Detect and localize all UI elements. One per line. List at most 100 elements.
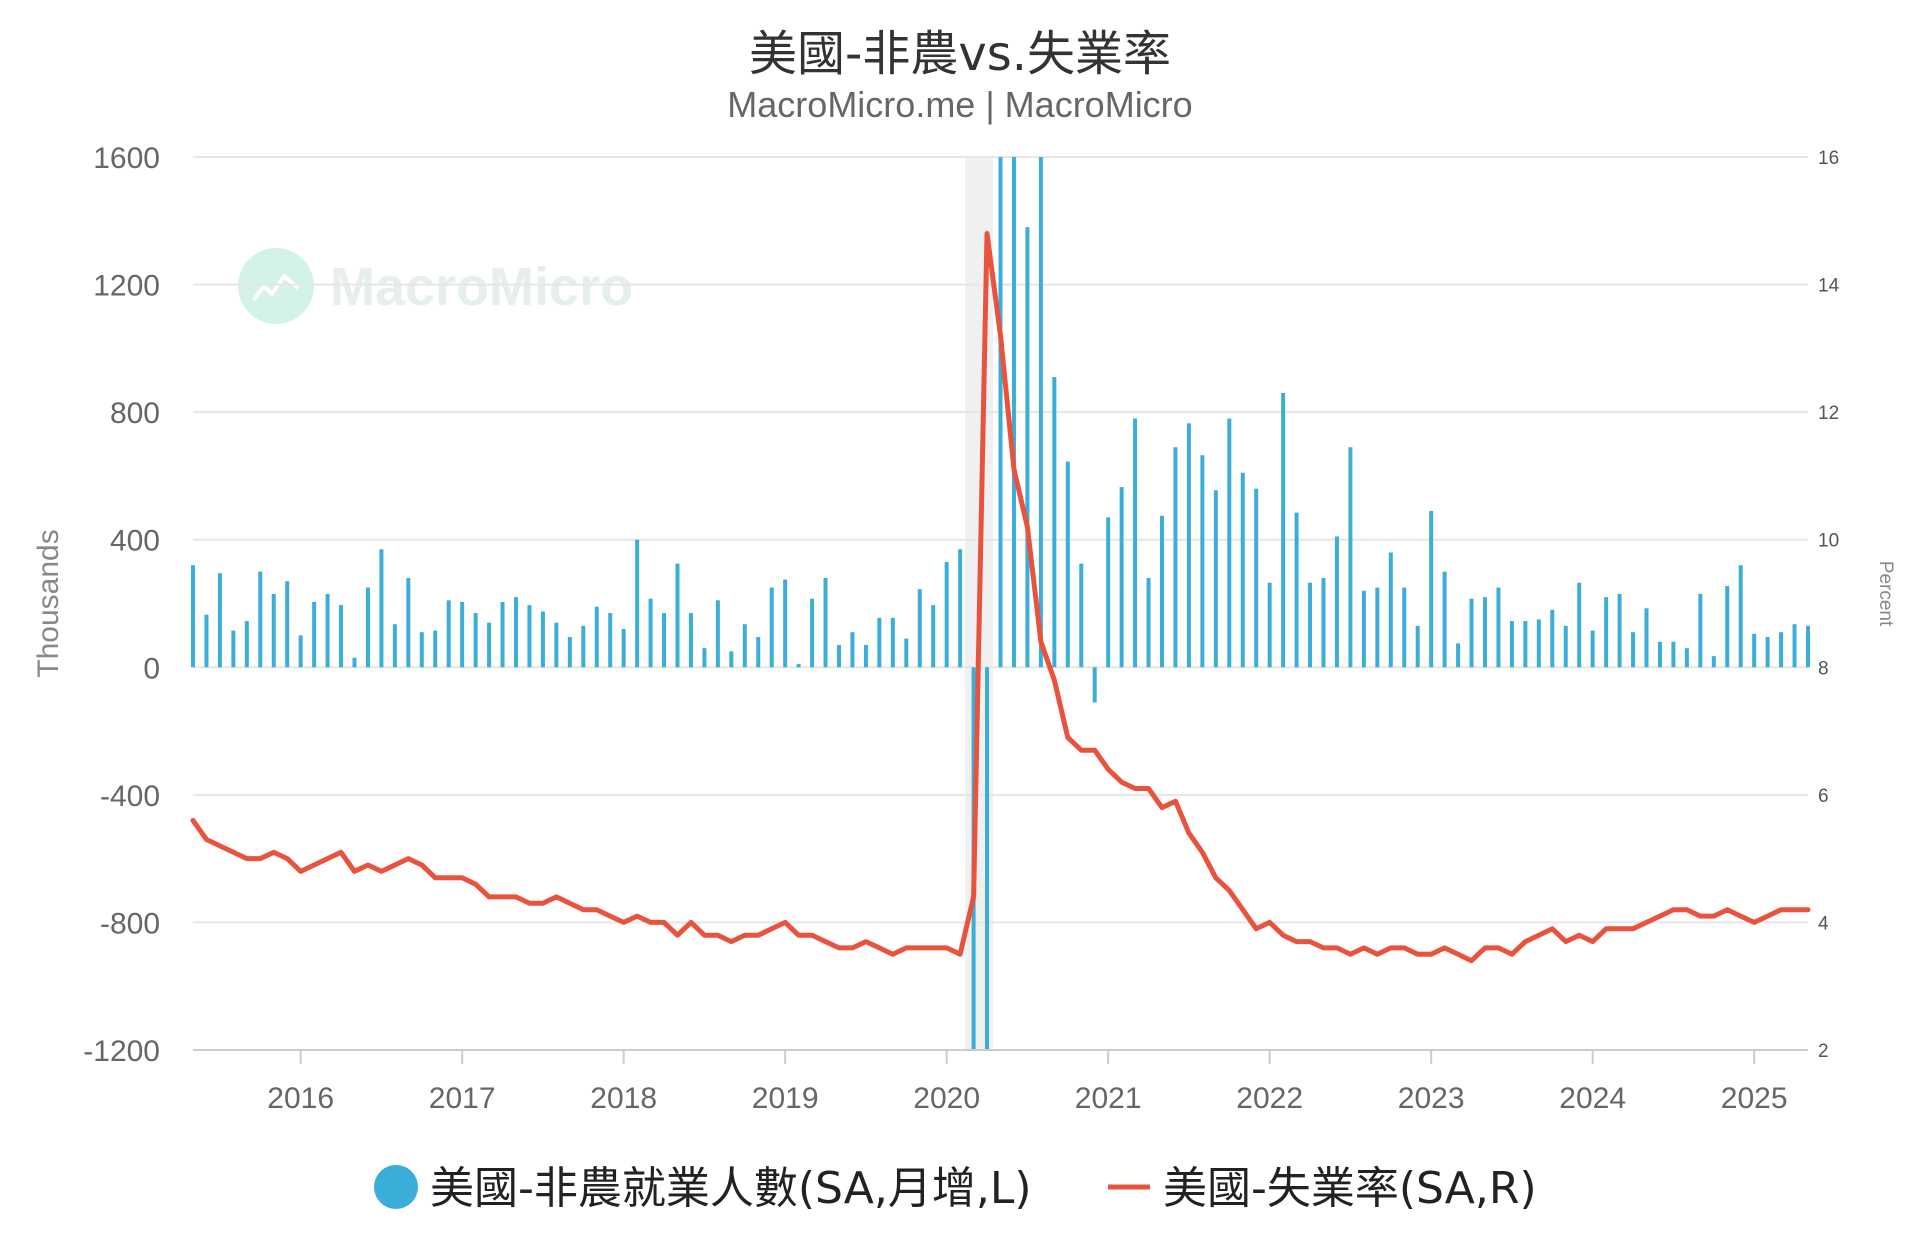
bar[interactable] [877,617,882,668]
bar[interactable] [608,613,613,668]
bar[interactable] [325,593,330,668]
bar[interactable] [904,638,909,668]
bar[interactable] [715,600,720,668]
bar[interactable] [244,621,249,668]
bar[interactable] [1173,447,1178,668]
bar[interactable] [823,577,828,668]
bar[interactable] [1267,582,1272,668]
bar[interactable] [352,657,357,668]
bar[interactable] [648,598,653,668]
bar[interactable] [850,632,855,668]
bar[interactable] [365,587,370,668]
bar[interactable] [271,593,276,668]
bar[interactable] [1806,625,1810,668]
bar[interactable] [312,601,317,668]
bar[interactable] [1200,455,1205,668]
bar[interactable] [1577,582,1582,668]
bar[interactable] [1133,418,1138,668]
bar[interactable] [1536,619,1541,668]
bar[interactable] [1348,447,1353,668]
bar[interactable] [1644,608,1649,668]
bar[interactable] [1509,621,1514,668]
bar[interactable] [756,636,761,668]
bar[interactable] [1146,577,1151,668]
bar[interactable] [662,613,667,668]
bar[interactable] [1456,643,1461,668]
bar[interactable] [1779,632,1784,668]
bar[interactable] [1065,461,1070,668]
bar[interactable] [1038,157,1043,668]
bar[interactable] [594,606,599,668]
bar[interactable] [1429,511,1434,668]
bar[interactable] [1617,593,1622,668]
bar[interactable] [487,622,492,668]
bar[interactable] [742,624,747,668]
bar[interactable] [1725,585,1730,668]
bar[interactable] [339,605,344,668]
bar[interactable] [1213,490,1218,668]
bar[interactable] [783,579,788,668]
bar[interactable] [1657,641,1662,668]
bar[interactable] [837,644,841,668]
bar[interactable] [1523,621,1528,668]
bar[interactable] [1092,667,1097,703]
bar[interactable] [460,601,465,668]
bar[interactable] [527,605,532,668]
bar[interactable] [379,549,384,668]
bar[interactable] [567,636,572,668]
bar[interactable] [1792,624,1797,668]
bar[interactable] [1563,625,1568,668]
bar[interactable] [1079,563,1084,668]
bar[interactable] [1671,641,1676,668]
bar[interactable] [540,611,545,668]
bar[interactable] [1308,582,1313,668]
bar[interactable] [1160,515,1164,668]
bar[interactable] [1402,587,1407,668]
bar[interactable] [1698,593,1703,668]
bar[interactable] [1590,630,1595,668]
bar[interactable] [1052,377,1057,668]
bar[interactable] [985,667,990,1050]
bar[interactable] [258,571,263,668]
bar[interactable] [1684,648,1689,668]
bar[interactable] [217,573,222,668]
bar[interactable] [863,644,868,668]
bar[interactable] [1321,577,1326,668]
bar[interactable] [231,630,236,668]
bar[interactable] [1011,157,1016,668]
bar[interactable] [1442,571,1447,668]
bar[interactable] [1604,597,1609,668]
bar[interactable] [675,563,680,668]
bar[interactable] [419,632,424,668]
bar[interactable] [890,617,895,668]
bar[interactable] [1294,512,1299,668]
bar[interactable] [1631,632,1636,668]
bar[interactable] [1119,487,1124,668]
bar[interactable] [1334,536,1339,668]
bar[interactable] [1227,418,1232,668]
bar[interactable] [958,549,963,668]
bar[interactable] [729,651,734,668]
bar[interactable] [621,629,626,668]
bar[interactable] [810,598,815,668]
bar[interactable] [581,625,586,668]
bar[interactable] [1415,625,1420,668]
bar[interactable] [944,562,949,668]
bar[interactable] [1496,587,1501,668]
bar[interactable] [392,624,397,668]
bar[interactable] [998,157,1003,668]
unemployment-line[interactable] [190,231,1811,964]
bar[interactable] [1361,590,1366,668]
bar[interactable] [285,581,290,668]
bar[interactable] [500,601,505,668]
bar[interactable] [931,605,936,668]
bar[interactable] [554,622,559,668]
bar[interactable] [1765,636,1770,668]
bar[interactable] [1711,656,1716,668]
bar[interactable] [769,587,774,668]
legend-line-label[interactable]: 美國-失業率(SA,R) [1163,1163,1537,1214]
bar[interactable] [1025,227,1030,668]
bar[interactable] [1469,598,1474,668]
bar[interactable] [298,635,303,668]
bar[interactable] [406,577,411,668]
